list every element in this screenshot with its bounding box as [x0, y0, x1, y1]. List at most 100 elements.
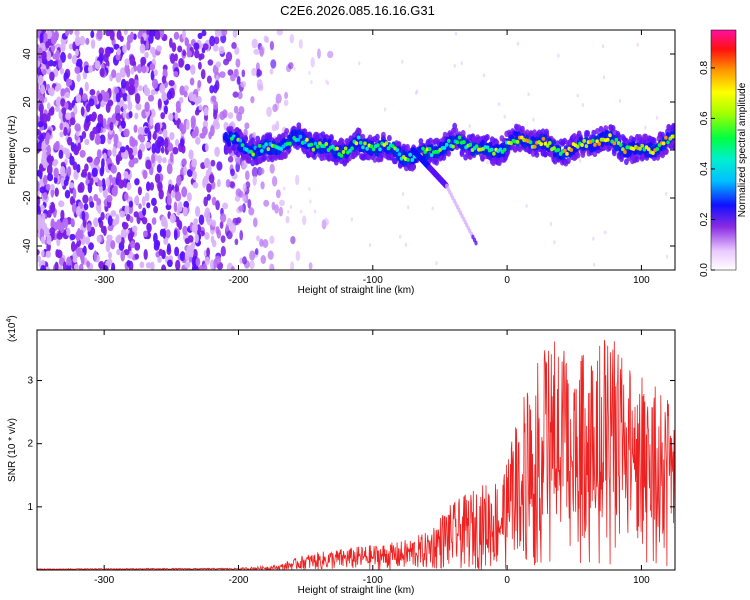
- heatmap-cell: [231, 41, 237, 50]
- heatmap-cell: [569, 148, 574, 152]
- heatmap-cell: [97, 113, 104, 124]
- heatmap-cell: [137, 31, 142, 40]
- heatmap-cell: [84, 81, 89, 92]
- heatmap-cell: [153, 243, 160, 251]
- heatmap-cell: [646, 147, 651, 152]
- heatmap-cell: [278, 206, 284, 217]
- heatmap-cell: [162, 157, 167, 164]
- heatmap-cell: [86, 223, 92, 232]
- heatmap-cell: [161, 75, 167, 84]
- heatmap-cell: [545, 143, 550, 148]
- heatmap-cell: [145, 159, 152, 170]
- heatmap-cell: [309, 199, 312, 204]
- heatmap-cell: [578, 158, 582, 163]
- heatmap-cell: [121, 221, 127, 228]
- heatmap-cell: [383, 107, 387, 112]
- y-tick-label: 2: [27, 439, 33, 450]
- heatmap-cell: [196, 95, 202, 104]
- heatmap-cell: [65, 112, 72, 121]
- heatmap-cell: [42, 192, 48, 200]
- heatmap-cell: [485, 145, 490, 150]
- heatmap-cell: [240, 143, 245, 148]
- heatmap-cell: [60, 98, 66, 107]
- heatmap-cell: [168, 113, 174, 121]
- heatmap-cell: [248, 207, 255, 216]
- heatmap-cell: [664, 135, 668, 140]
- heatmap-cell: [115, 72, 122, 83]
- heatmap-cell: [87, 65, 93, 73]
- heatmap-cell: [149, 30, 156, 37]
- heatmap-cell: [37, 255, 42, 263]
- heatmap-cell: [592, 262, 596, 267]
- heatmap-cell: [180, 138, 185, 148]
- heatmap-cell: [59, 131, 64, 138]
- heatmap-cell: [126, 181, 132, 191]
- heatmap-cell: [37, 169, 41, 177]
- heatmap-cell: [135, 103, 142, 111]
- heatmap-cell: [184, 250, 190, 262]
- heatmap-cell: [655, 115, 659, 120]
- heatmap-cell: [210, 181, 216, 190]
- heatmap-cell: [544, 128, 549, 135]
- heatmap-cell: [116, 248, 121, 256]
- heatmap-cell: [195, 136, 201, 145]
- heatmap-cell: [296, 137, 301, 142]
- heatmap-cell: [44, 227, 50, 238]
- heatmap-cell: [55, 49, 60, 61]
- heatmap-cell: [251, 38, 258, 49]
- heatmap-cell: [284, 128, 290, 135]
- heatmap-cell: [191, 158, 198, 168]
- heatmap-cell: [66, 166, 72, 177]
- heatmap-cell: [47, 173, 54, 182]
- heatmap-cell: [174, 138, 180, 147]
- heatmap-cell: [153, 205, 159, 214]
- heatmap-cell: [185, 119, 190, 131]
- heatmap-cell: [163, 237, 169, 245]
- heatmap-cell: [565, 151, 569, 156]
- heatmap-cell: [160, 112, 166, 120]
- heatmap-cell: [166, 90, 173, 100]
- heatmap-cell: [606, 137, 610, 142]
- heatmap-cell: [411, 163, 416, 170]
- snr-y-multiplier: (x104): [6, 315, 18, 342]
- heatmap-cell: [219, 221, 224, 229]
- heatmap-cell: [92, 126, 99, 135]
- heatmap-cell: [40, 264, 47, 270]
- heatmap-cell: [187, 235, 194, 243]
- heatmap-cell: [46, 102, 51, 110]
- heatmap-cell: [70, 241, 76, 253]
- heatmap-cell: [251, 67, 257, 77]
- heatmap-cell: [41, 151, 47, 162]
- heatmap-cell: [156, 164, 162, 173]
- heatmap-cell: [323, 137, 327, 143]
- heatmap-cell: [89, 226, 96, 237]
- heatmap-cell: [188, 149, 194, 160]
- heatmap-cell: [211, 219, 217, 227]
- heatmap-cell: [305, 137, 309, 142]
- heatmap-cell: [75, 93, 82, 104]
- heatmap-cell: [356, 135, 361, 140]
- heatmap-cell: [98, 184, 103, 193]
- heatmap-cell: [97, 93, 103, 103]
- heatmap-cell: [189, 77, 195, 86]
- heatmap-cell: [165, 203, 172, 211]
- heatmap-cell: [134, 112, 139, 120]
- heatmap-cell: [114, 86, 119, 95]
- heatmap-cell: [423, 149, 428, 154]
- heatmap-cell: [183, 200, 190, 209]
- heatmap-cell: [220, 235, 226, 243]
- heatmap-cell: [86, 156, 93, 163]
- heatmap-cell: [110, 115, 117, 125]
- heatmap-cell: [174, 246, 180, 257]
- heatmap-cell: [219, 213, 227, 223]
- heatmap-cell: [371, 147, 376, 152]
- heatmap-cell: [200, 68, 206, 80]
- heatmap-cell: [194, 109, 200, 116]
- heatmap-cell: [582, 138, 586, 143]
- heatmap-cell: [100, 225, 107, 234]
- heatmap-cell: [123, 30, 128, 36]
- heatmap-cell: [116, 48, 121, 56]
- heatmap-cell: [274, 204, 279, 214]
- heatmap-cell: [107, 215, 113, 227]
- heatmap-cell: [387, 134, 392, 142]
